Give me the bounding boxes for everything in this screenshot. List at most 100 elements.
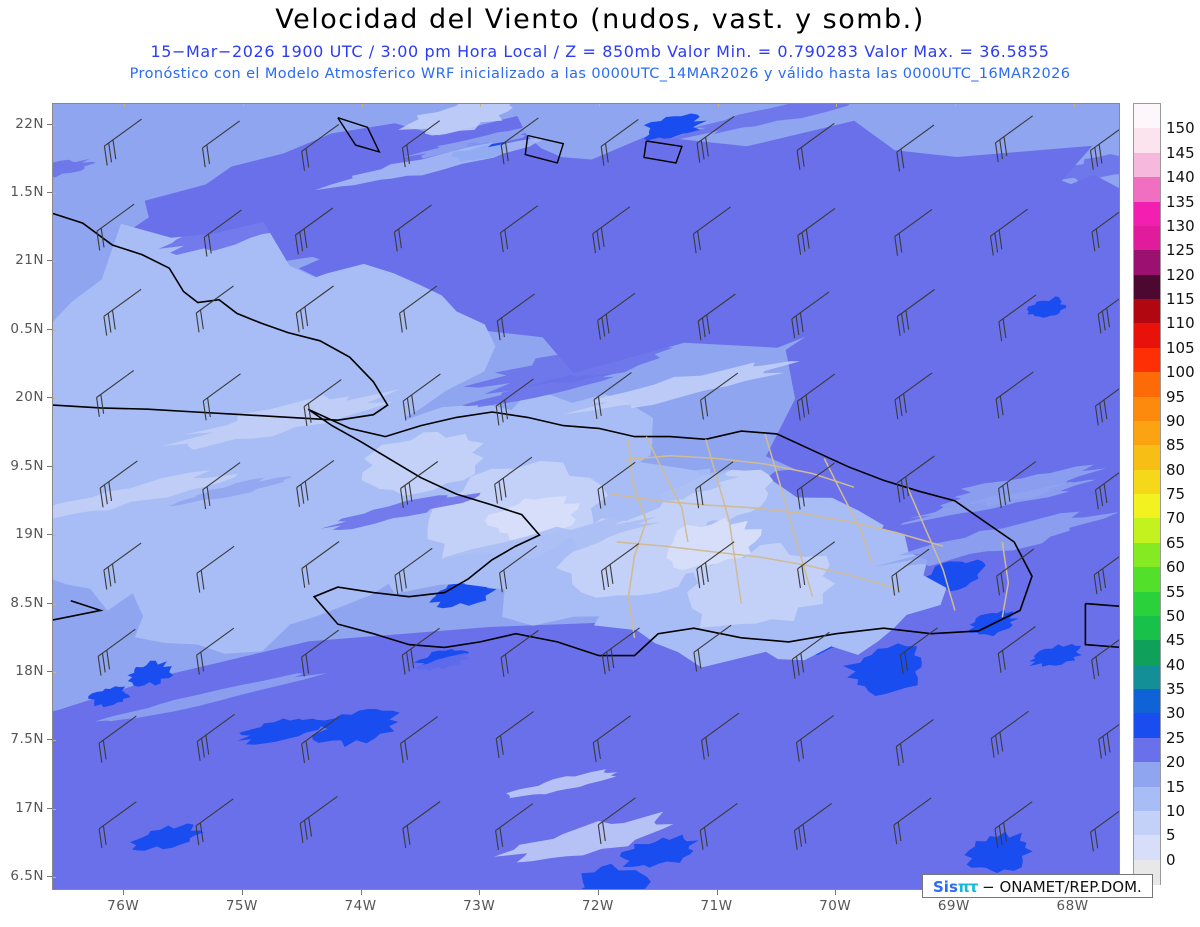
longitude-tick-label: 75W	[225, 898, 258, 914]
attribution-badge: Sisπτ − ONAMET/REP.DOM.	[922, 874, 1153, 898]
wind-barb	[693, 206, 731, 235]
wind-barb-feather	[899, 743, 904, 763]
wind-barb-feather	[999, 732, 1004, 752]
speed-contour-patch	[94, 673, 328, 722]
speed-contour-patch	[425, 515, 660, 577]
wind-barb	[1091, 639, 1119, 661]
wind-speed-map[interactable]	[52, 103, 1120, 890]
wind-barb-feather	[1094, 147, 1099, 167]
colorbar[interactable]	[1133, 103, 1161, 885]
wind-barb-feather	[199, 822, 204, 843]
wind-barb-feather	[299, 231, 304, 252]
wind-barb	[303, 379, 342, 408]
coastline-path	[53, 212, 389, 422]
speed-contour-patch	[361, 431, 484, 496]
wind-barb	[195, 285, 234, 314]
colorbar-tick-label: 135	[1166, 192, 1195, 211]
colorbar-tick-label: 105	[1166, 338, 1195, 357]
wind-barb-feather	[1106, 732, 1111, 753]
colorbar-band	[1134, 128, 1160, 154]
wind-barb-feather	[499, 735, 504, 755]
wind-barb	[896, 289, 935, 317]
colorbar-tick-label: 30	[1166, 704, 1186, 723]
wind-barb	[196, 627, 235, 656]
colorbar-band	[1134, 810, 1160, 836]
wind-barb-feather	[896, 152, 901, 172]
wind-barb-feather	[399, 313, 403, 333]
wind-barb-feather	[301, 743, 306, 764]
wind-barb	[301, 541, 340, 569]
wind-barb-feather	[800, 147, 805, 167]
colorbar-band	[1134, 177, 1160, 203]
colorbar-tick-label: 90	[1166, 411, 1186, 430]
coastline-path	[610, 493, 944, 547]
colorbar-tick-label: 85	[1166, 436, 1186, 455]
wind-barb	[997, 626, 1036, 654]
longitude-tick-mark	[716, 890, 718, 895]
wind-barb	[996, 548, 1035, 577]
wind-barb-feather	[300, 484, 305, 504]
coastline-path	[1001, 541, 1010, 618]
wind-barb-feather	[796, 401, 801, 421]
speed-contour-patch	[314, 137, 546, 191]
wind-barb-feather	[495, 830, 499, 850]
speed-contour-patch	[658, 469, 774, 526]
wind-barb-feather	[997, 653, 1002, 673]
wind-barb-feather	[895, 746, 900, 766]
latitude-tick-label: 8.5N	[10, 594, 44, 611]
colorbar-band	[1134, 591, 1160, 617]
wind-barb	[900, 627, 938, 656]
wind-barb	[796, 714, 835, 743]
latitude-tick-mark	[47, 876, 52, 878]
latitude-tick-label: 6.5N	[10, 868, 44, 885]
wind-barb-feather	[401, 655, 406, 675]
wind-barb	[301, 716, 340, 745]
wind-barb-feather	[494, 484, 498, 504]
wind-barb	[791, 291, 830, 320]
colorbar-tick-label: 25	[1166, 728, 1186, 747]
gridline-latitude	[53, 261, 1119, 263]
wind-barb	[295, 285, 334, 314]
gridline-latitude	[53, 398, 1119, 400]
wind-barb-feather	[406, 397, 411, 418]
coastline-path	[643, 140, 683, 164]
wind-barb	[998, 294, 1037, 323]
wind-barb-feather	[303, 406, 308, 426]
gridline-longitude	[124, 104, 126, 889]
wind-barb-feather	[408, 482, 413, 502]
speed-contour-patch	[581, 863, 651, 889]
wind-barb	[500, 630, 539, 658]
colorbar-band	[1134, 299, 1160, 324]
wind-barb	[593, 372, 632, 401]
wind-barb-feather	[998, 229, 1003, 250]
wind-barb-feather	[894, 236, 899, 256]
wind-barb-feather	[100, 228, 105, 248]
latitude-tick-label: 20N	[15, 389, 44, 406]
wind-barb-feather	[801, 487, 805, 507]
latitude-tick-mark	[47, 534, 52, 536]
wind-barb-feather	[504, 399, 509, 420]
wind-barb-feather	[796, 490, 801, 510]
coastline-path	[627, 439, 648, 638]
wind-barb-feather	[606, 651, 610, 672]
colorbar-band	[1134, 420, 1160, 446]
wind-barb-feather	[102, 825, 107, 846]
wind-barb	[500, 117, 539, 146]
wind-barb-feather	[998, 488, 1002, 509]
wind-barb-feather	[900, 148, 905, 169]
wind-barb-feather	[695, 488, 700, 509]
wind-barb-feather	[398, 572, 403, 592]
wind-barb-feather	[202, 400, 207, 421]
latitude-tick-label: 22N	[15, 115, 44, 132]
latitude-tick-label: 9.5N	[10, 457, 44, 474]
wind-barb	[98, 801, 137, 830]
colorbar-tick-label: 110	[1166, 314, 1195, 333]
wind-barb-feather	[406, 825, 411, 845]
wind-barb	[499, 545, 538, 574]
wind-barb-feather	[403, 569, 407, 589]
wind-barb-feather	[697, 230, 701, 251]
wind-barb-feather	[301, 151, 306, 171]
wind-barb-feather	[299, 823, 304, 843]
colorbar-band	[1134, 469, 1160, 495]
wind-barb	[794, 802, 833, 831]
